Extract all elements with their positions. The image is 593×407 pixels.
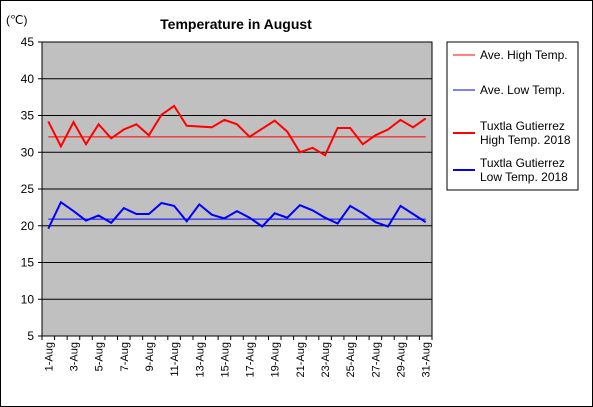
legend-label: Low Temp. 2018 xyxy=(480,170,568,184)
y-tick-label: 35 xyxy=(21,109,35,123)
x-tick-label: 29-Aug xyxy=(396,342,408,377)
chart-title: Temperature in August xyxy=(160,16,312,32)
x-tick-label: 31-Aug xyxy=(421,342,433,377)
x-tick-label: 1-Aug xyxy=(43,342,55,371)
grid-lines xyxy=(42,78,432,300)
x-tick-label: 25-Aug xyxy=(345,342,357,377)
series-lines xyxy=(47,104,427,230)
series-line-2018-2 xyxy=(47,104,427,157)
y-tick-label: 40 xyxy=(21,72,35,86)
legend: Ave. High Temp. Ave. Low Temp. Tuxtla Guti… xyxy=(453,48,571,184)
x-tick-label: 5-Aug xyxy=(94,342,106,371)
x-tick-label: 9-Aug xyxy=(144,342,156,371)
y-tick-label: 10 xyxy=(21,292,35,306)
x-tick-label: 11-Aug xyxy=(169,342,181,377)
legend-label: Ave. Low Temp. xyxy=(480,83,565,97)
y-tick-label: 15 xyxy=(21,256,35,270)
x-tick-label: 3-Aug xyxy=(68,342,80,371)
x-tick-label: 27-Aug xyxy=(370,342,382,377)
y-tick-label: 45 xyxy=(21,35,35,49)
y-axis-ticks: 5 10 15 20 25 30 35 40 45 xyxy=(21,35,42,343)
x-tick-label: 21-Aug xyxy=(295,342,307,377)
x-tick-label: 19-Aug xyxy=(270,342,282,377)
x-axis-ticks: 1-Aug 3-Aug 5-Aug 7-Aug 9-Aug 11-Aug 13-Aug 15-… xyxy=(41,336,433,377)
legend-box xyxy=(446,41,579,191)
y-unit-label: (℃) xyxy=(6,13,27,27)
y-tick-label: 20 xyxy=(21,219,35,233)
y-tick-label: 30 xyxy=(21,145,35,159)
legend-label: Tuxtla Gutierrez xyxy=(480,119,565,133)
y-tick-label: 5 xyxy=(27,329,34,343)
x-tick-label: 23-Aug xyxy=(320,342,332,377)
x-tick-label: 15-Aug xyxy=(219,342,231,377)
x-tick-label: 7-Aug xyxy=(119,342,131,371)
x-tick-label: 17-Aug xyxy=(245,342,257,377)
y-tick-label: 25 xyxy=(21,182,35,196)
series-line-2018-3 xyxy=(47,200,427,230)
legend-label: High Temp. 2018 xyxy=(480,133,571,147)
legend-label: Tuxtla Gutierrez xyxy=(480,156,565,170)
legend-label: Ave. High Temp. xyxy=(480,48,568,62)
x-tick-label: 13-Aug xyxy=(194,342,206,377)
